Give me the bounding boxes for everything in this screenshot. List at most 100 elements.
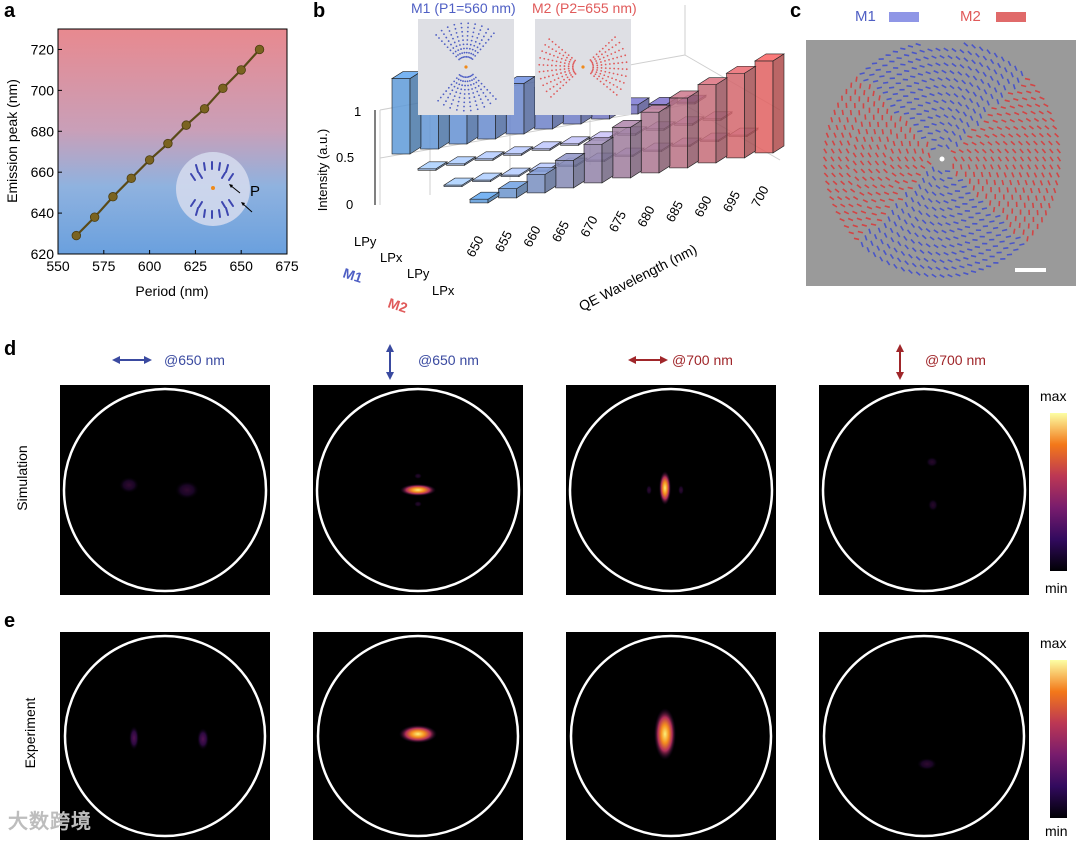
nanoantenna-dot — [459, 79, 462, 82]
nanoantenna — [955, 141, 959, 148]
nanoantenna-dot — [546, 64, 549, 67]
nanoantenna-dot — [476, 108, 479, 111]
nanoantenna — [972, 238, 978, 242]
x-tick-label: 680 — [634, 203, 657, 229]
nanoantenna-dot — [606, 54, 609, 57]
nanoantenna — [920, 194, 925, 201]
data-point — [89, 212, 100, 222]
col-title-3: @700 nm — [672, 352, 733, 368]
nanoantenna-dot — [467, 75, 470, 78]
nanoantenna — [897, 164, 903, 170]
nanoantenna — [859, 83, 862, 89]
nanoantenna — [917, 129, 923, 133]
nanoantenna-dot — [481, 102, 484, 104]
nanoantenna — [1002, 85, 1007, 91]
nanoantenna — [1018, 172, 1023, 178]
nanoantenna — [904, 191, 908, 198]
nanoantenna — [911, 156, 916, 162]
nanoantenna — [964, 225, 971, 229]
nanoantenna — [900, 47, 906, 50]
x-tick-label: 675 — [275, 258, 299, 274]
nanoantenna — [926, 141, 929, 147]
nanoantenna-dot — [479, 29, 482, 31]
nanoantenna-dot — [466, 76, 469, 79]
nanoantenna — [991, 107, 997, 110]
nanoantenna-dot — [470, 84, 472, 86]
m1-legend-swatch — [889, 12, 919, 22]
nanoantenna — [1019, 194, 1022, 201]
nanoantenna — [1042, 156, 1047, 162]
nanoantenna — [889, 156, 894, 162]
nanoantenna — [907, 44, 914, 48]
nanoantenna-dot — [553, 54, 555, 57]
col-title-2: @650 nm — [418, 352, 479, 368]
m2-legend-label: M2 — [960, 8, 981, 25]
nanoantenna — [1034, 89, 1041, 94]
nanoantenna — [967, 263, 973, 267]
nanoantenna — [911, 206, 916, 212]
nanoantenna — [1009, 179, 1013, 186]
nanoantenna-dot — [458, 58, 460, 61]
group-label-m2: M2 — [386, 295, 410, 316]
colorbar-min: min — [1045, 823, 1068, 839]
nanoantenna — [872, 79, 879, 83]
nanoantenna — [855, 76, 858, 82]
plot-area — [57, 28, 288, 255]
na-circle — [63, 634, 267, 838]
nanoantenna-dot — [568, 78, 571, 81]
nanoantenna — [904, 156, 909, 162]
nanoantenna — [1027, 195, 1030, 201]
nanoantenna-dot — [616, 73, 619, 76]
nanoantenna — [843, 224, 850, 229]
nanoantenna — [886, 243, 891, 249]
nanoantenna — [843, 210, 850, 215]
nanoantenna — [892, 92, 898, 96]
nanoantenna — [864, 184, 870, 189]
nanoantenna — [925, 227, 931, 233]
panel-label-e: e — [4, 610, 16, 632]
nanoantenna-dot — [457, 54, 459, 56]
nanoantenna-dot — [559, 81, 562, 83]
intensity-spot — [399, 725, 437, 743]
nanoantenna — [1014, 187, 1018, 193]
nanoantenna — [1006, 214, 1009, 220]
nanoantenna — [1033, 117, 1040, 122]
nanoantenna-dot — [549, 80, 552, 83]
nanoantenna — [1024, 179, 1028, 186]
nanoantenna — [874, 160, 880, 166]
nanoantenna-dot — [552, 85, 555, 88]
nanoantenna-dot — [470, 74, 473, 77]
row-label-m1-lpy: LPy — [354, 234, 377, 249]
nanoantenna-dot — [453, 41, 456, 44]
nanoantenna — [1053, 187, 1057, 194]
nanoantenna — [923, 257, 929, 263]
nanoantenna-dot — [568, 69, 571, 72]
nanoantenna-dot — [589, 72, 592, 75]
nanoantenna — [1000, 92, 1004, 98]
nanoantenna-dot — [450, 103, 453, 105]
nanoantenna-dot — [458, 83, 461, 86]
nanoantenna — [962, 111, 968, 117]
nanoantenna — [1031, 202, 1035, 209]
nanoantenna-dot — [438, 37, 440, 39]
bar-top — [753, 53, 786, 62]
nanoantenna — [896, 232, 901, 238]
nanoantenna — [873, 233, 878, 240]
nanoantenna — [982, 106, 987, 113]
nanoantenna-dot — [560, 57, 563, 60]
nanoantenna — [933, 244, 939, 249]
nanoantenna-dot — [474, 86, 477, 89]
nanoantenna — [827, 124, 831, 131]
bar-front — [391, 78, 411, 155]
nanoantenna — [997, 156, 1002, 162]
nanoantenna — [949, 99, 955, 105]
data-point — [181, 120, 191, 130]
nanoantenna-dot — [447, 96, 450, 99]
nanoantenna-dot — [603, 74, 606, 77]
nanoantenna-dot — [556, 90, 558, 93]
intensity-spot — [414, 473, 422, 479]
nanoantenna-dot — [445, 90, 448, 92]
nanoantenna-dot — [625, 61, 628, 64]
nanoantenna-dot — [464, 80, 467, 83]
nanoantenna — [903, 235, 908, 241]
